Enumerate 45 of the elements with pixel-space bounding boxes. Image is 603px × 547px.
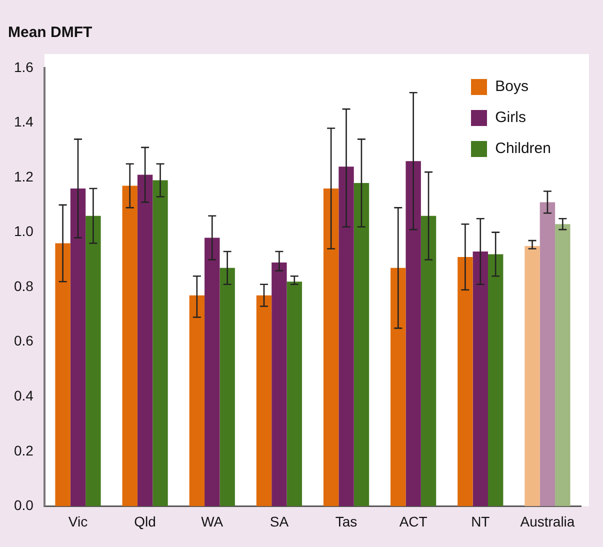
bar (122, 186, 138, 506)
x-tick-label: Vic (68, 513, 88, 530)
y-tick-label: 0.4 (14, 388, 34, 404)
bar (189, 295, 205, 506)
legend-label: Children (495, 140, 551, 157)
bar (286, 282, 302, 506)
y-tick-label: 1.4 (14, 114, 34, 130)
x-tick-label: Qld (134, 513, 156, 530)
y-tick-label: 1.2 (14, 168, 34, 184)
y-tick-label: 0.8 (14, 278, 34, 294)
bar (70, 188, 86, 506)
bar (338, 166, 354, 506)
y-tick-label: 1.6 (14, 58, 34, 75)
bar (204, 238, 220, 506)
y-tick-label: 0.0 (14, 497, 34, 514)
bar (256, 295, 272, 506)
x-tick-label: Tas (335, 513, 358, 530)
y-tick-label: 0.6 (14, 332, 34, 349)
bar (540, 202, 556, 506)
chart-title: Mean DMFT (8, 24, 92, 42)
bar (524, 246, 540, 506)
bar (323, 188, 339, 506)
legend-label: Boys (495, 78, 528, 95)
bar (406, 161, 421, 506)
bar (354, 183, 370, 506)
y-tick-label: 0.2 (14, 442, 34, 458)
x-tick-label: ACT (399, 513, 428, 530)
bar (472, 251, 488, 506)
y-tick-label: 1.0 (14, 223, 34, 240)
legend-label: Girls (495, 109, 526, 126)
bar (86, 216, 101, 506)
bar (390, 268, 406, 506)
bar (220, 268, 235, 506)
bar (55, 243, 70, 506)
x-tick-label: WA (201, 513, 224, 530)
bar (420, 216, 436, 506)
bar (458, 256, 473, 506)
bar (555, 224, 570, 506)
x-tick-label: SA (270, 513, 290, 530)
x-tick-label: NT (471, 513, 490, 530)
bar (137, 174, 153, 506)
x-tick-label: Australia (520, 513, 575, 530)
bar (488, 254, 504, 506)
bar (272, 262, 287, 506)
bar (152, 180, 168, 506)
